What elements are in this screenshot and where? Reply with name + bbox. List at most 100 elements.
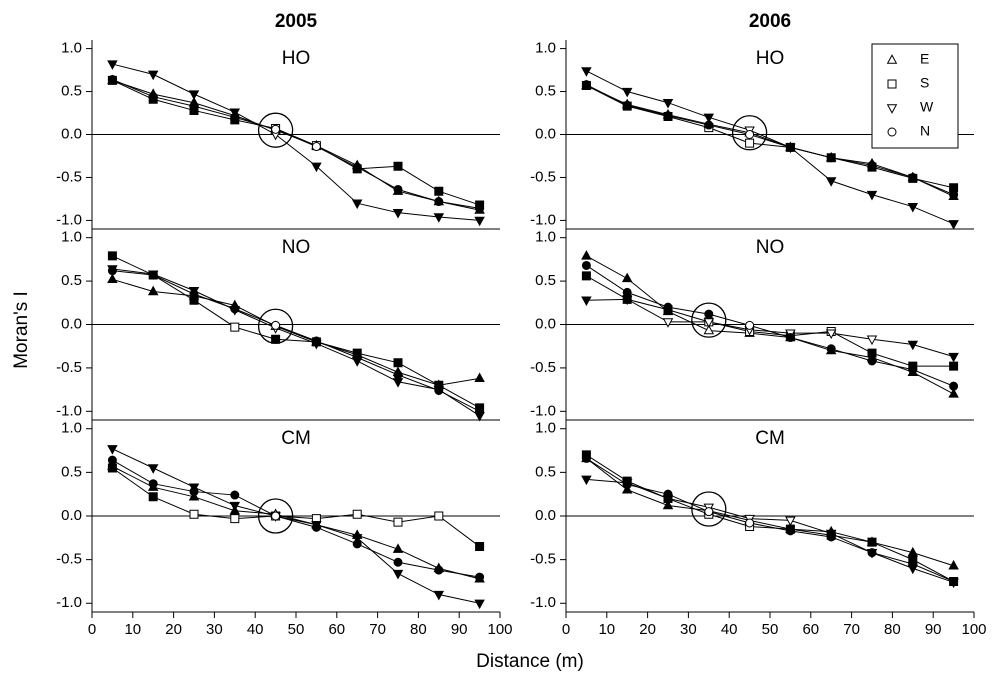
panel-label: NO: [282, 237, 311, 258]
marker: [826, 344, 836, 354]
series-line: [586, 457, 954, 582]
series-line: [112, 79, 480, 206]
x-tick-label: 90: [451, 621, 468, 638]
marker: [867, 548, 877, 558]
marker: [311, 162, 322, 173]
marker: [107, 273, 118, 284]
marker: [392, 208, 404, 219]
legend-label: W: [920, 99, 934, 115]
y-tick-label: 0.0: [535, 315, 556, 332]
marker: [475, 572, 485, 582]
marker: [949, 190, 959, 200]
marker: [107, 455, 117, 465]
x-tick-label: 10: [598, 621, 615, 638]
y-tick-label: 0.0: [535, 507, 556, 524]
marker: [434, 197, 444, 206]
marker: [622, 480, 632, 490]
panel-title: 2006: [749, 11, 791, 32]
y-tick-label: -1.0: [56, 594, 82, 611]
x-tick-label: 70: [843, 621, 860, 638]
marker: [581, 250, 592, 260]
x-tick-label: 70: [369, 621, 386, 638]
y-tick-label: 0.5: [535, 83, 556, 100]
legend-label: N: [920, 123, 930, 139]
highlight-circle: [731, 115, 768, 151]
marker: [393, 370, 403, 380]
legend-label: S: [920, 75, 929, 91]
y-tick-label: 0.0: [535, 125, 556, 142]
marker: [908, 172, 918, 182]
x-tick-label: 30: [680, 621, 697, 638]
marker: [745, 130, 755, 139]
legend-marker: [886, 54, 898, 64]
x-tick-label: 80: [884, 621, 901, 638]
marker: [148, 92, 158, 102]
panel-label: CM: [281, 428, 311, 449]
marker: [621, 87, 633, 98]
marker: [663, 302, 673, 312]
y-tick-label: 0.5: [61, 463, 82, 480]
marker: [433, 590, 445, 601]
marker: [474, 372, 485, 383]
y-tick-label: -0.5: [56, 168, 82, 185]
series-line: [112, 268, 480, 417]
marker: [392, 543, 404, 553]
marker: [230, 322, 240, 332]
marker: [311, 522, 321, 532]
marker: [434, 385, 444, 395]
y-tick-label: 1.0: [61, 229, 82, 246]
panel-title: 2005: [275, 11, 318, 32]
marker: [949, 183, 959, 193]
series-line: [586, 275, 954, 367]
marker: [581, 80, 591, 90]
marker: [271, 334, 281, 344]
marker: [867, 348, 877, 358]
series-line: [586, 84, 954, 196]
marker: [703, 324, 715, 335]
marker: [949, 381, 959, 391]
marker: [271, 511, 281, 521]
series-line: [586, 298, 954, 358]
marker: [825, 177, 837, 187]
y-tick-label: 0.0: [61, 125, 82, 142]
marker: [148, 270, 158, 280]
series-line: [112, 255, 480, 409]
y-tick-label: -0.5: [530, 359, 556, 376]
series-line: [586, 478, 954, 583]
series-line: [586, 458, 954, 567]
legend-marker: [887, 79, 897, 89]
marker: [351, 534, 363, 544]
series-line: [112, 79, 480, 209]
y-tick-label: -0.5: [56, 551, 82, 568]
marker: [107, 266, 117, 276]
marker: [663, 489, 673, 499]
y-tick-label: -0.5: [56, 359, 82, 376]
y-tick-label: -0.5: [530, 551, 556, 568]
y-tick-label: 1.0: [535, 420, 556, 437]
x-tick-label: 60: [802, 621, 819, 638]
marker: [662, 499, 674, 510]
series-line: [586, 265, 954, 387]
marker: [826, 532, 836, 542]
marker: [148, 479, 158, 489]
marker: [908, 559, 918, 569]
x-tick-label: 50: [288, 621, 305, 638]
x-tick-label: 100: [961, 621, 986, 638]
marker: [621, 272, 633, 283]
marker: [866, 190, 878, 201]
marker: [785, 142, 795, 152]
y-tick-label: -1.0: [56, 402, 82, 419]
legend-marker: [887, 127, 897, 137]
marker: [107, 75, 117, 85]
marker: [107, 60, 118, 70]
marker: [230, 514, 240, 524]
marker: [703, 318, 715, 328]
marker: [230, 112, 240, 122]
marker: [230, 490, 240, 500]
marker: [581, 67, 592, 77]
marker: [867, 356, 877, 366]
marker: [392, 569, 404, 580]
x-axis-label: Distance (m): [476, 651, 584, 672]
series-line: [112, 63, 480, 221]
